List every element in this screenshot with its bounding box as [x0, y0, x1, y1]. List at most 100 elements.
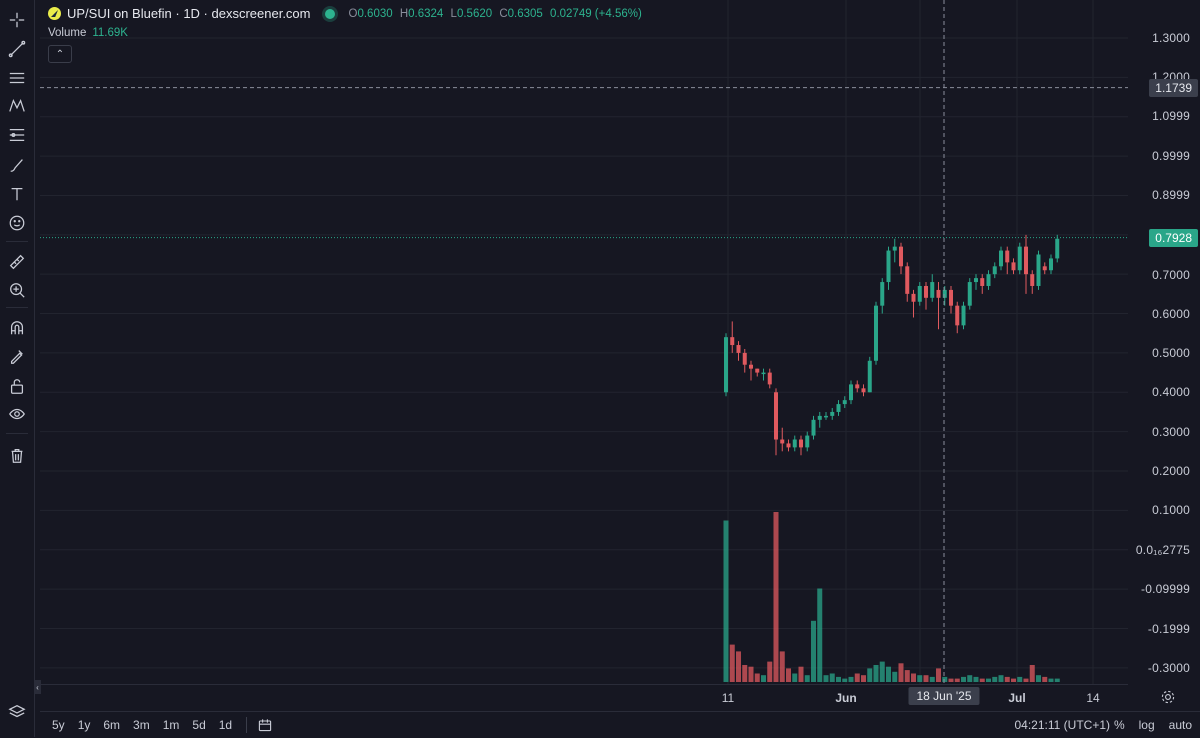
candle-body — [911, 293, 916, 302]
candle-body — [980, 278, 985, 286]
fib-retracement-icon[interactable] — [7, 125, 27, 145]
lock-icon[interactable] — [7, 376, 27, 396]
volume-bar — [1042, 676, 1048, 682]
volume-bar — [817, 588, 823, 682]
price-tick-label: 0.5000 — [1152, 346, 1190, 360]
volume-bar — [967, 675, 973, 682]
clock-display[interactable]: 04:21:11 (UTC+1) — [1014, 718, 1111, 732]
text-icon[interactable] — [7, 184, 27, 204]
candle-body — [1005, 250, 1010, 263]
volume-bar — [1029, 665, 1035, 682]
collapse-toolbar-arrow[interactable]: ‹ — [34, 680, 41, 694]
ruler-icon[interactable] — [7, 252, 27, 272]
range-1y[interactable]: 1y — [77, 718, 91, 732]
candle-body — [967, 282, 972, 306]
emoji-icon[interactable] — [7, 213, 27, 233]
trendline-icon[interactable] — [7, 39, 27, 59]
volume-bar — [973, 676, 979, 682]
log-scale-toggle[interactable]: log — [1138, 718, 1155, 732]
close-value: 0.6305 — [507, 7, 543, 20]
zoom-in-icon[interactable] — [7, 280, 27, 300]
candle-body — [1030, 274, 1035, 286]
volume-bar — [917, 675, 923, 682]
range-5y[interactable]: 5y — [52, 718, 65, 732]
candle-body — [917, 285, 922, 302]
bottom-toolbar: 5y 1y 6m 3m 1m 5d 1d 04:21:11 (UTC+1) % … — [40, 711, 1200, 738]
candle-body — [780, 439, 785, 444]
stay-drawing-icon[interactable] — [7, 346, 27, 366]
candle-body — [955, 305, 960, 326]
pattern-icon[interactable] — [7, 96, 27, 116]
candle-body — [767, 372, 772, 385]
volume-bar — [754, 673, 760, 682]
price-tick-label: 0.9999 — [1152, 149, 1190, 163]
volume-bar — [948, 678, 954, 682]
trash-icon[interactable] — [7, 445, 27, 465]
percent-scale-toggle[interactable]: % — [1113, 718, 1125, 732]
candle-body — [1036, 254, 1041, 286]
volume-bar — [829, 673, 835, 682]
time-axis[interactable]: 11 Jun 18 Jun '25 Jul 14 — [40, 684, 1128, 709]
volume-bar — [811, 620, 816, 682]
volume-bar — [779, 651, 785, 682]
object-tree-icon[interactable] — [8, 703, 26, 721]
time-label-jul: Jul — [1008, 691, 1026, 705]
crosshair-date-label: 18 Jun '25 — [908, 687, 980, 705]
candle-body — [749, 364, 753, 369]
candle-body — [930, 282, 935, 298]
volume-bar — [961, 676, 966, 682]
crosshair-icon[interactable] — [7, 10, 27, 30]
volume-bar — [723, 520, 729, 682]
range-1m[interactable]: 1m — [162, 718, 180, 732]
high-value: 0.6324 — [408, 7, 444, 20]
volume-bar — [979, 678, 985, 682]
candle-body — [824, 415, 828, 418]
range-1d[interactable]: 1d — [218, 718, 233, 732]
volume-bar — [748, 666, 754, 682]
low-value: 0.5620 — [456, 7, 493, 20]
volume-bar — [792, 673, 798, 682]
volume-bar — [1023, 678, 1029, 682]
volume-bar — [773, 512, 779, 682]
range-5d[interactable]: 5d — [192, 718, 206, 732]
volume-bar — [767, 661, 773, 682]
candle-body — [736, 345, 741, 353]
volume-label: Volume — [48, 27, 87, 39]
volume-bar — [986, 678, 991, 682]
horizontal-lines-icon[interactable] — [7, 68, 27, 88]
settings-gear-icon[interactable] — [1160, 689, 1176, 705]
eye-icon[interactable] — [7, 404, 27, 424]
candle-body — [1049, 258, 1053, 271]
brush-icon[interactable] — [7, 155, 27, 175]
toolbar-divider — [6, 307, 28, 308]
candle-body — [842, 400, 847, 405]
candle-body — [799, 439, 803, 448]
candle-body — [1011, 262, 1016, 271]
volume-bar — [911, 673, 916, 682]
volume-bar — [1011, 678, 1016, 682]
volume-bar — [886, 666, 891, 682]
range-6m[interactable]: 6m — [103, 718, 121, 732]
volume-legend: Volume 11.69K — [48, 27, 128, 39]
chart-pane[interactable] — [40, 0, 1128, 684]
candle-body — [905, 266, 910, 294]
calendar-icon[interactable] — [257, 717, 273, 733]
price-tick-label: 0.7000 — [1152, 268, 1190, 282]
volume-bar — [1017, 676, 1023, 682]
volume-bar — [879, 661, 885, 682]
auto-scale-toggle[interactable]: auto — [1168, 718, 1192, 732]
volume-bar — [836, 676, 841, 682]
last-price-tag: 0.7928 — [1149, 228, 1198, 247]
volume-bar — [904, 670, 910, 682]
volume-bar — [998, 675, 1004, 682]
range-3m[interactable]: 3m — [133, 718, 150, 732]
volume-bar — [854, 673, 860, 682]
price-axis[interactable]: 1.3000 1.2000 1.0999 0.9999 0.8999 0.7000 0.60… — [1128, 0, 1200, 684]
volume-bar — [892, 671, 898, 682]
magnet-icon[interactable] — [7, 318, 27, 338]
time-label-11: 11 — [721, 691, 735, 705]
candle-body — [855, 384, 860, 389]
candle-body — [886, 250, 891, 283]
collapse-legend-button[interactable]: ⌃ — [48, 45, 72, 63]
candle-body — [861, 388, 866, 393]
